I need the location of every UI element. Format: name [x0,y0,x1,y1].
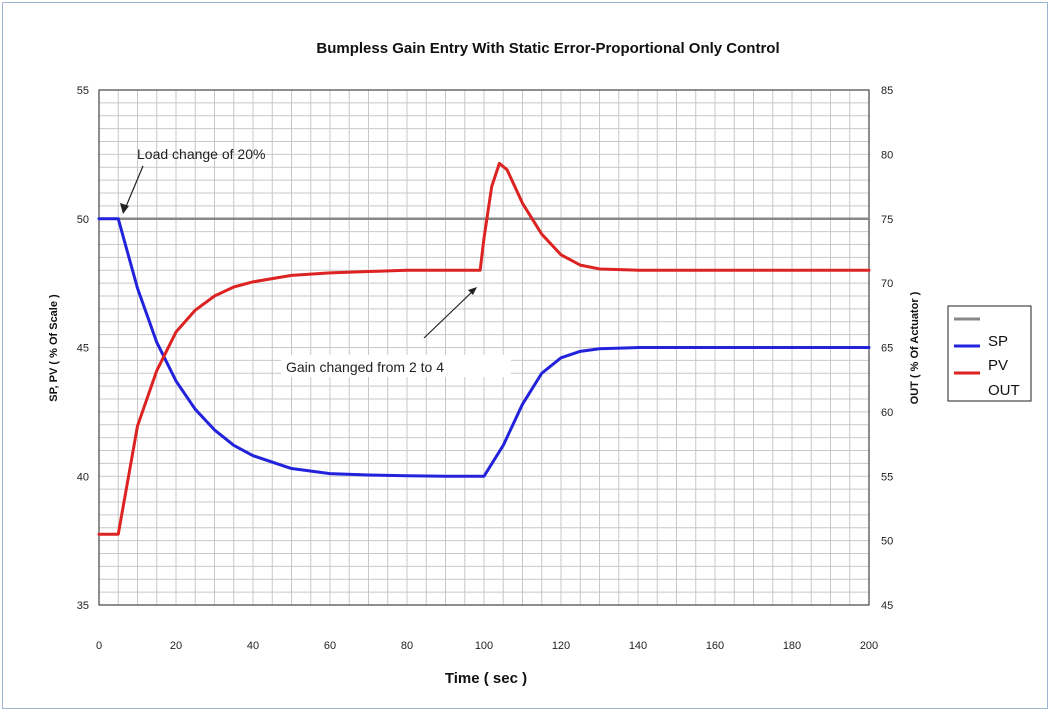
series-line-pv [97,217,871,478]
annotation-gain-change-arrowhead [468,287,477,295]
legend-label-sp: SP [988,333,1008,350]
y-right-tick-label: 50 [881,536,893,548]
y-axis-right-label: OUT ( % Of Actuator ) [909,291,921,404]
annotation-gain-change-bg [281,355,511,377]
x-tick-label: 180 [783,640,801,652]
grid [99,90,869,605]
x-tick-label: 60 [324,640,336,652]
y-left-tick-label: 55 [77,85,89,97]
x-tick-label: 200 [860,640,878,652]
y-right-tick-label: 85 [881,85,893,97]
x-tick-label: 100 [475,640,493,652]
y-right-tick-label: 45 [881,600,893,612]
legend-box [947,305,1032,402]
y-right-tick-label: 80 [881,149,893,161]
y-right-tick-label: 70 [881,278,893,290]
x-tick-label: 140 [629,640,647,652]
x-axis-label: Time ( sec ) [445,670,527,687]
y-left-tick-label: 45 [77,343,89,355]
annotation-load-change: Load change of 20% [137,146,265,162]
x-tick-label: 20 [170,640,182,652]
legend: SP PV OUT [947,305,1032,402]
annotation-gain-change-arrow [423,290,474,339]
y-left-tick-label: 35 [77,600,89,612]
y-right-tick-label: 55 [881,471,893,483]
x-tick-label: 0 [96,640,102,652]
x-tick-label: 120 [552,640,570,652]
annotation-load-change-arrow [124,165,144,210]
x-tick-label: 80 [401,640,413,652]
y-right-tick-label: 75 [881,214,893,226]
annotation-gain-change: Gain changed from 2 to 4 [286,359,444,375]
y-left-tick-label: 40 [77,471,89,483]
y-right-tick-label: 65 [881,343,893,355]
chart: Bumpless Gain Entry With Static Error-Pr… [48,40,1032,687]
annotation-load-change-arrowhead [120,203,129,214]
y-axis-left-label: SP, PV ( % Of Scale ) [48,294,60,402]
axis-ticks: 0 20 40 60 80 100 120 140 160 180 200 35 40 45 50 55 45 5… [77,85,894,652]
series-line-out [97,161,871,536]
x-tick-label: 40 [247,640,259,652]
chart-title: Bumpless Gain Entry With Static Error-Pr… [316,40,779,57]
y-right-tick-label: 60 [881,407,893,419]
legend-label-out: OUT [988,382,1020,399]
y-left-tick-label: 50 [77,214,89,226]
legend-label-pv: PV [988,357,1008,374]
x-tick-label: 160 [706,640,724,652]
series-layer [97,161,871,536]
